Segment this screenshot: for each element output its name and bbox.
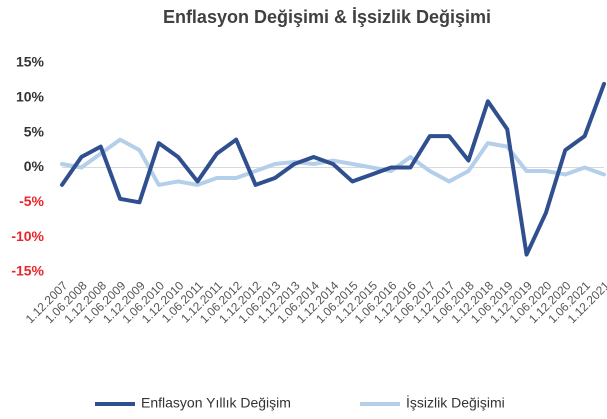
- y-tick-label: 15%: [16, 54, 45, 70]
- legend-label: Enflasyon Yıllık Değişim: [141, 395, 291, 411]
- y-tick-label: -10%: [11, 228, 44, 244]
- series-line: [60, 137, 606, 187]
- legend-label: İşsizlik Değişimi: [406, 394, 505, 411]
- y-tick-label: -5%: [19, 193, 44, 209]
- y-tick-label: -15%: [11, 263, 44, 279]
- y-tick-label: 0%: [24, 158, 45, 174]
- y-tick-label: 10%: [16, 89, 45, 105]
- y-tick-label: 5%: [24, 123, 45, 139]
- series-line: [60, 81, 606, 257]
- chart-title: Enflasyon Değişimi & İşsizlik Değişimi: [163, 7, 491, 27]
